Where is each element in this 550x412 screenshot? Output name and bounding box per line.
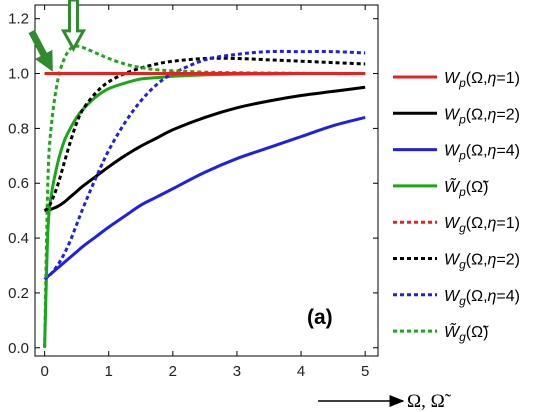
legend-label-sub: g xyxy=(459,330,466,344)
legend-label-tail: =2) xyxy=(496,252,520,269)
plot-frame xyxy=(34,4,379,357)
legend-label: W̃g(Ω̃) xyxy=(444,321,489,344)
axis-ticks: 0 1 2 3 4 5 0.0 0.2 0.4 0.6 0.8 1.0 1.2 xyxy=(8,5,378,380)
legend-label-args: (Ω, xyxy=(466,106,488,123)
y-tick-label: 0.6 xyxy=(8,175,29,192)
legend-label-base: W xyxy=(444,143,461,160)
legend-label-eta: η xyxy=(488,70,497,87)
legend-label-args: (Ω, xyxy=(466,143,488,160)
x-tick-label: 0 xyxy=(40,363,48,380)
legend-item: W̃g(Ω̃) xyxy=(393,321,489,344)
legend-label-tail: =4) xyxy=(496,143,520,160)
legend-label-base: W̃ xyxy=(444,321,461,341)
legend: Wp(Ω,η=1)Wp(Ω,η=2)Wp(Ω,η=4)W̃p(Ω̃)Wg(Ω,η… xyxy=(393,70,520,344)
hollow-arrow-annotation xyxy=(60,0,87,52)
x-tick-label: 4 xyxy=(297,363,305,380)
x-tick-label: 2 xyxy=(169,363,177,380)
legend-label-args: (Ω, xyxy=(466,215,488,232)
x-axis-label: Ω, Ω̃ xyxy=(407,391,452,412)
series-line-2 xyxy=(44,85,366,213)
x-tick-label: 5 xyxy=(361,363,369,380)
y-tick-label: 0.0 xyxy=(8,340,29,357)
legend-label-base: W xyxy=(444,106,461,123)
annotations xyxy=(28,0,87,72)
y-tick-label: 0.4 xyxy=(8,230,29,247)
plot-area xyxy=(43,44,366,348)
legend-label: Wp(Ω,η=4) xyxy=(444,143,520,163)
series-line-8 xyxy=(43,44,366,348)
legend-label-sub: g xyxy=(459,258,466,272)
legend-label-base: W̃ xyxy=(444,176,461,196)
legend-label-args: (Ω̃) xyxy=(466,324,489,341)
series-line-6 xyxy=(43,56,366,212)
legend-label-sub: p xyxy=(458,76,466,90)
legend-label-sub: g xyxy=(459,221,466,235)
x-axis-variable-label: Ω, Ω̃ xyxy=(318,391,452,412)
legend-label-sub: p xyxy=(458,149,466,163)
legend-item: Wg(Ω,η=1) xyxy=(393,215,520,235)
legend-item: W̃p(Ω̃) xyxy=(393,176,489,199)
legend-label-base: W xyxy=(444,288,461,305)
legend-label-sub: p xyxy=(458,185,466,199)
legend-label-args: (Ω, xyxy=(466,288,488,305)
legend-label: Wp(Ω,η=2) xyxy=(444,106,520,126)
legend-item: Wg(Ω,η=4) xyxy=(393,288,520,308)
x-tick-label: 3 xyxy=(233,363,241,380)
legend-label-eta: η xyxy=(488,288,497,305)
legend-label-base: W xyxy=(444,70,461,87)
legend-label-base: W xyxy=(444,252,461,269)
legend-label-args: (Ω̃) xyxy=(466,179,489,196)
legend-item: Wp(Ω,η=1) xyxy=(393,70,520,90)
legend-label-tail: =1) xyxy=(496,70,520,87)
legend-label-eta: η xyxy=(488,215,497,232)
y-tick-label: 0.2 xyxy=(8,285,29,302)
series-line-7 xyxy=(43,49,366,281)
solid-arrow-annotation xyxy=(28,29,53,72)
legend-item: Wg(Ω,η=2) xyxy=(393,252,520,272)
legend-label-eta: η xyxy=(488,106,497,123)
y-tick-label: 1.2 xyxy=(8,11,29,28)
legend-label-sub: g xyxy=(459,294,466,308)
legend-label: Wg(Ω,η=4) xyxy=(444,288,520,308)
y-tick-label: 1.0 xyxy=(8,66,29,83)
legend-label-eta: η xyxy=(488,143,497,160)
y-tick-label: 0.8 xyxy=(8,120,29,137)
legend-label: Wp(Ω,η=1) xyxy=(444,70,520,90)
legend-label-args: (Ω, xyxy=(466,252,488,269)
legend-label: Wg(Ω,η=1) xyxy=(444,215,520,235)
panel-label: (a) xyxy=(307,306,333,329)
legend-label: W̃p(Ω̃) xyxy=(444,176,489,199)
legend-label-tail: =4) xyxy=(496,288,520,305)
series-line-3 xyxy=(43,115,366,281)
legend-item: Wp(Ω,η=2) xyxy=(393,106,520,126)
legend-label-tail: =2) xyxy=(496,106,520,123)
legend-label-eta: η xyxy=(488,252,497,269)
legend-item: Wp(Ω,η=4) xyxy=(393,143,520,163)
legend-label-sub: p xyxy=(458,112,466,126)
x-tick-label: 1 xyxy=(105,363,113,380)
legend-label: Wg(Ω,η=2) xyxy=(444,252,520,272)
legend-label-tail: =1) xyxy=(496,215,520,232)
legend-label-base: W xyxy=(444,215,461,232)
legend-label-args: (Ω, xyxy=(466,70,488,87)
